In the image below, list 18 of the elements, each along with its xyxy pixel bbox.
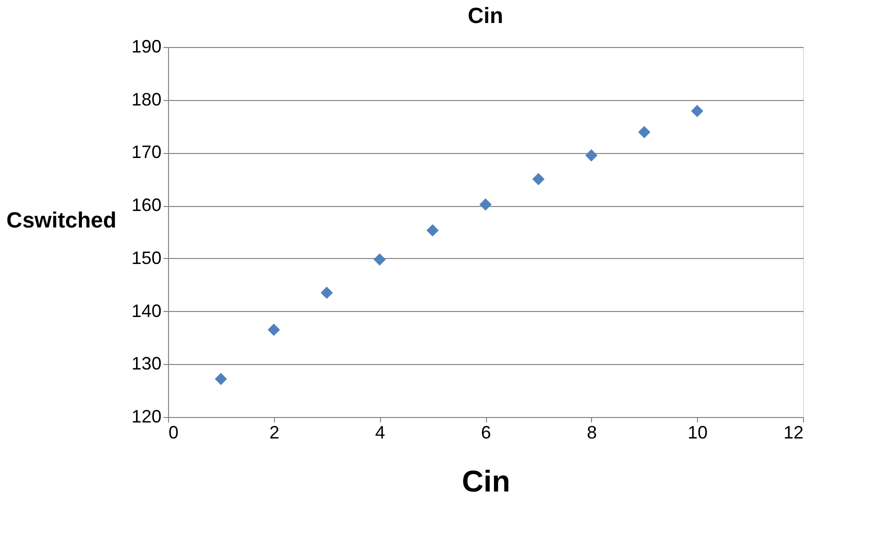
x-tick-label: 2 <box>269 422 280 442</box>
y-tick-label: 130 <box>131 354 162 374</box>
x-tick-label: 10 <box>688 422 708 442</box>
y-tick-label: 170 <box>131 142 162 162</box>
y-tick-label: 140 <box>131 300 162 321</box>
chart-title: Cin <box>468 3 504 28</box>
y-tick-label: 160 <box>131 195 162 216</box>
x-tick-label: 6 <box>480 422 492 442</box>
y-tick-label: 120 <box>131 406 162 426</box>
x-axis-title: Cin <box>462 466 510 498</box>
y-tick-label: 190 <box>131 36 162 56</box>
y-axis-title: Cswitched <box>6 208 116 232</box>
x-tick-label: 12 <box>783 422 804 442</box>
y-tick-label: 150 <box>131 248 162 268</box>
x-tick-label: 4 <box>375 422 386 442</box>
x-tick-label: 0 <box>168 422 179 442</box>
y-tick-label: 180 <box>131 89 162 110</box>
x-tick-label: 8 <box>586 422 597 442</box>
